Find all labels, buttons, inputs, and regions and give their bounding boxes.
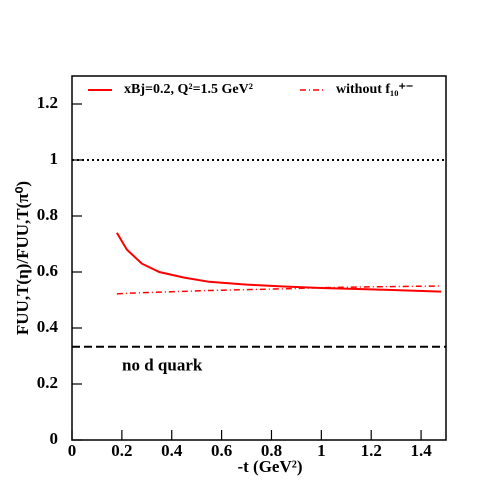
legend-label: xBj=0.2, Q²=1.5 GeV² [124, 82, 253, 97]
series-line [116, 285, 442, 295]
plot-frame [71, 75, 447, 441]
x-tick-label: 1.2 [361, 441, 382, 460]
y-axis-label: FUU,T(η)/FUU,T(π⁰) [13, 181, 32, 335]
x-tick-label: 0.4 [161, 441, 183, 460]
x-axis-label: -t (GeV²) [237, 457, 302, 476]
x-tick-label: 1.4 [410, 441, 432, 460]
x-tick-label: 0.8 [261, 441, 282, 460]
y-tick-label: 0.8 [37, 205, 58, 224]
y-tick-label: 1 [50, 149, 59, 168]
y-tick-label: 0.2 [37, 373, 58, 392]
y-tick-label: 1.2 [37, 93, 58, 112]
y-tick-label: 0 [50, 429, 59, 448]
y-tick-label: 0.4 [37, 317, 59, 336]
series-line [116, 232, 442, 293]
reference-label: no d quark [122, 356, 203, 375]
y-tick-label: 0.6 [37, 261, 58, 280]
legend-label: without f₁₀⁺⁻ [336, 82, 413, 97]
x-tick-label: 0.6 [211, 441, 232, 460]
x-tick-label: 0 [68, 441, 77, 460]
x-tick-label: 1 [317, 441, 326, 460]
x-tick-label: 0.2 [111, 441, 132, 460]
